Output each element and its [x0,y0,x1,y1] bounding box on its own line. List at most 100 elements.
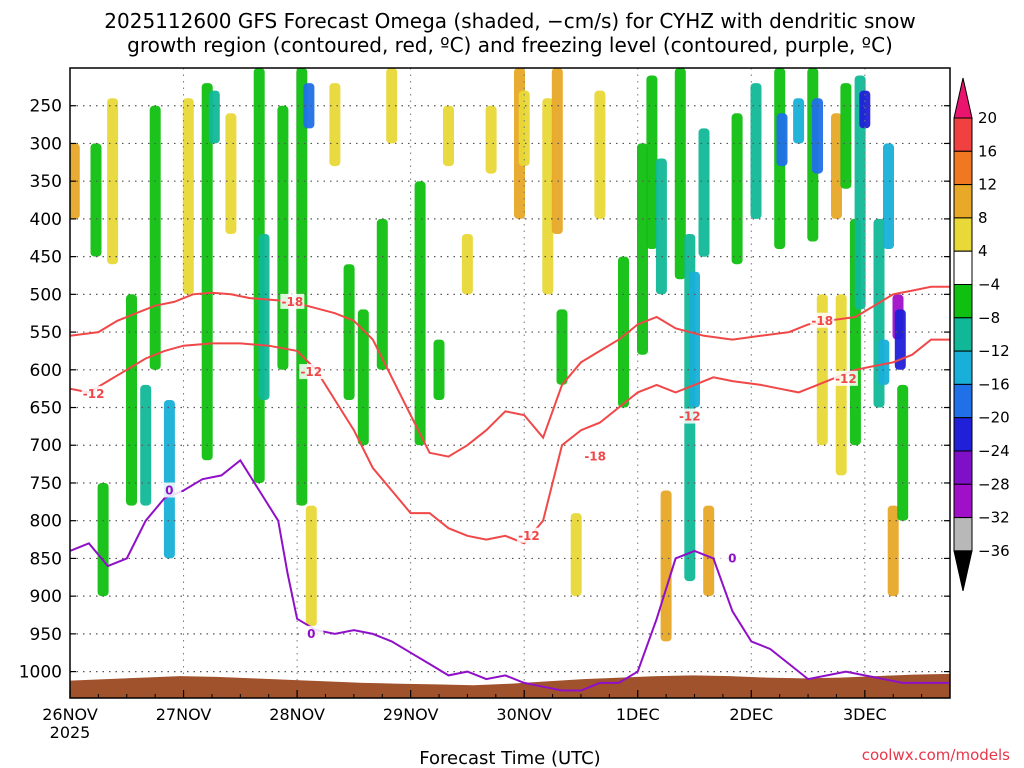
x-tick-label: 2DEC [729,705,773,724]
colorbar-swatch [953,383,973,419]
omega-cell [655,158,667,295]
contours [70,285,950,692]
colorbar: 20 16 12 8 4 −4 −8 −12 −16 −20 −24 −28 −32 −36 [953,77,1010,592]
x-tick-label: 27NOV [156,705,212,724]
omega-cell [149,105,161,370]
omega-cell [518,90,530,166]
dgz-label-bg [833,370,858,386]
dgz-contour-label: -18 [811,314,833,328]
chart-title-line2: growth region (contoured, red, ºC) and f… [127,33,893,57]
omega-cell [894,309,906,370]
y-tick-label: 700 [30,436,62,456]
y-tick-label: 400 [30,210,62,230]
omega-cell [542,98,554,295]
omega-cell [126,294,137,506]
plot-frame [69,67,951,699]
dgz-contour-line [70,285,950,458]
y-tick-label: 350 [30,172,62,192]
omega-cell [556,309,568,385]
colorbar-label: 12 [978,176,997,194]
grid [70,68,950,698]
y-tick-label: 900 [30,587,62,607]
omega-cell [97,483,109,597]
omega-cell [414,181,426,446]
omega-cell [443,105,454,167]
omega-cell [660,490,672,642]
omega-cell [776,113,788,167]
colorbar-bottom-arrow [953,550,973,592]
omega-cell [329,83,341,167]
omega-cell [163,400,175,559]
colorbar-swatch [953,417,973,452]
freezing-label-bg [157,482,182,498]
omega-cell [812,98,823,174]
omega-cell [386,68,398,144]
omega-cell [878,339,890,385]
y-tick-label: 300 [30,134,62,154]
omega-cell [698,128,710,257]
omega-cell [485,105,497,174]
omega-cell [551,68,563,234]
y-tick-label: 450 [30,248,62,268]
omega-cell [140,384,152,506]
x-tick-label: 1DEC [616,705,660,724]
omega-cell [570,513,582,597]
omega-cell [750,83,762,219]
colorbar-label: −32 [978,509,1010,527]
colorbar-swatch [953,150,973,186]
freezing-label-bg [720,550,745,566]
freezing-contour-line [70,458,950,692]
omega-cell [258,234,270,400]
colorbar-label: −36 [978,542,1010,560]
omega-cell [897,384,909,521]
omega-cell [461,234,473,295]
credit-text: coolwx.com/models [862,746,1010,764]
omega-cell [859,90,871,129]
omega-cell [637,143,648,355]
y-tick-label: 650 [30,399,62,419]
colorbar-label: 4 [978,242,988,260]
omega-cell [793,98,805,144]
dgz-label-bg [583,448,608,464]
y-tick-label: 600 [30,361,62,381]
omega-cell [303,83,315,129]
omega-cell [90,143,102,257]
colorbar-label: −28 [978,475,1010,493]
y-tick-label: 550 [30,323,62,343]
y-tick-label: 1000 [19,663,62,683]
x-tick-sublabel: 2025 [50,723,91,742]
omega-cell [433,339,445,400]
colorbar-label: −24 [978,442,1010,460]
x-tick-label: 3DEC [843,705,887,724]
omega-cell [357,309,369,446]
colorbar-swatch [953,317,973,352]
y-tick-label: 500 [30,285,62,305]
colorbar-label: −8 [978,309,1000,327]
colorbar-label: 16 [978,142,997,160]
dgz-contour-label: -12 [300,365,322,379]
omega-cell [343,264,355,400]
contour-labels: -18 -18 -18 -12 -12 -12 -12 -12 0 0 0 [81,293,858,641]
colorbar-swatch [953,284,973,319]
dgz-label-bg [677,408,702,424]
omega-cell [277,105,289,370]
omega-cell [646,75,658,249]
x-tick-label: 29NOV [383,705,439,724]
surface-fill [70,673,950,698]
omega-cell [883,143,894,249]
omega-cell [208,90,220,144]
dgz-contour-line [70,338,950,545]
x-tick-label: 26NOV [42,705,98,724]
omega-cell [225,113,237,234]
dgz-label-bg [280,293,305,309]
omega-cell [840,83,852,189]
omega-cell [107,98,119,265]
colorbar-top-arrow [953,77,973,119]
omega-cell [305,505,317,627]
omega-cell [854,75,866,310]
dgz-contour-label: -18 [584,450,606,464]
y-axis: 250 300 350 400 450 500 550 600 650 700 750 800 850 9… [19,97,950,683]
omega-cell [201,83,213,461]
dgz-contour-label: -12 [83,387,105,401]
